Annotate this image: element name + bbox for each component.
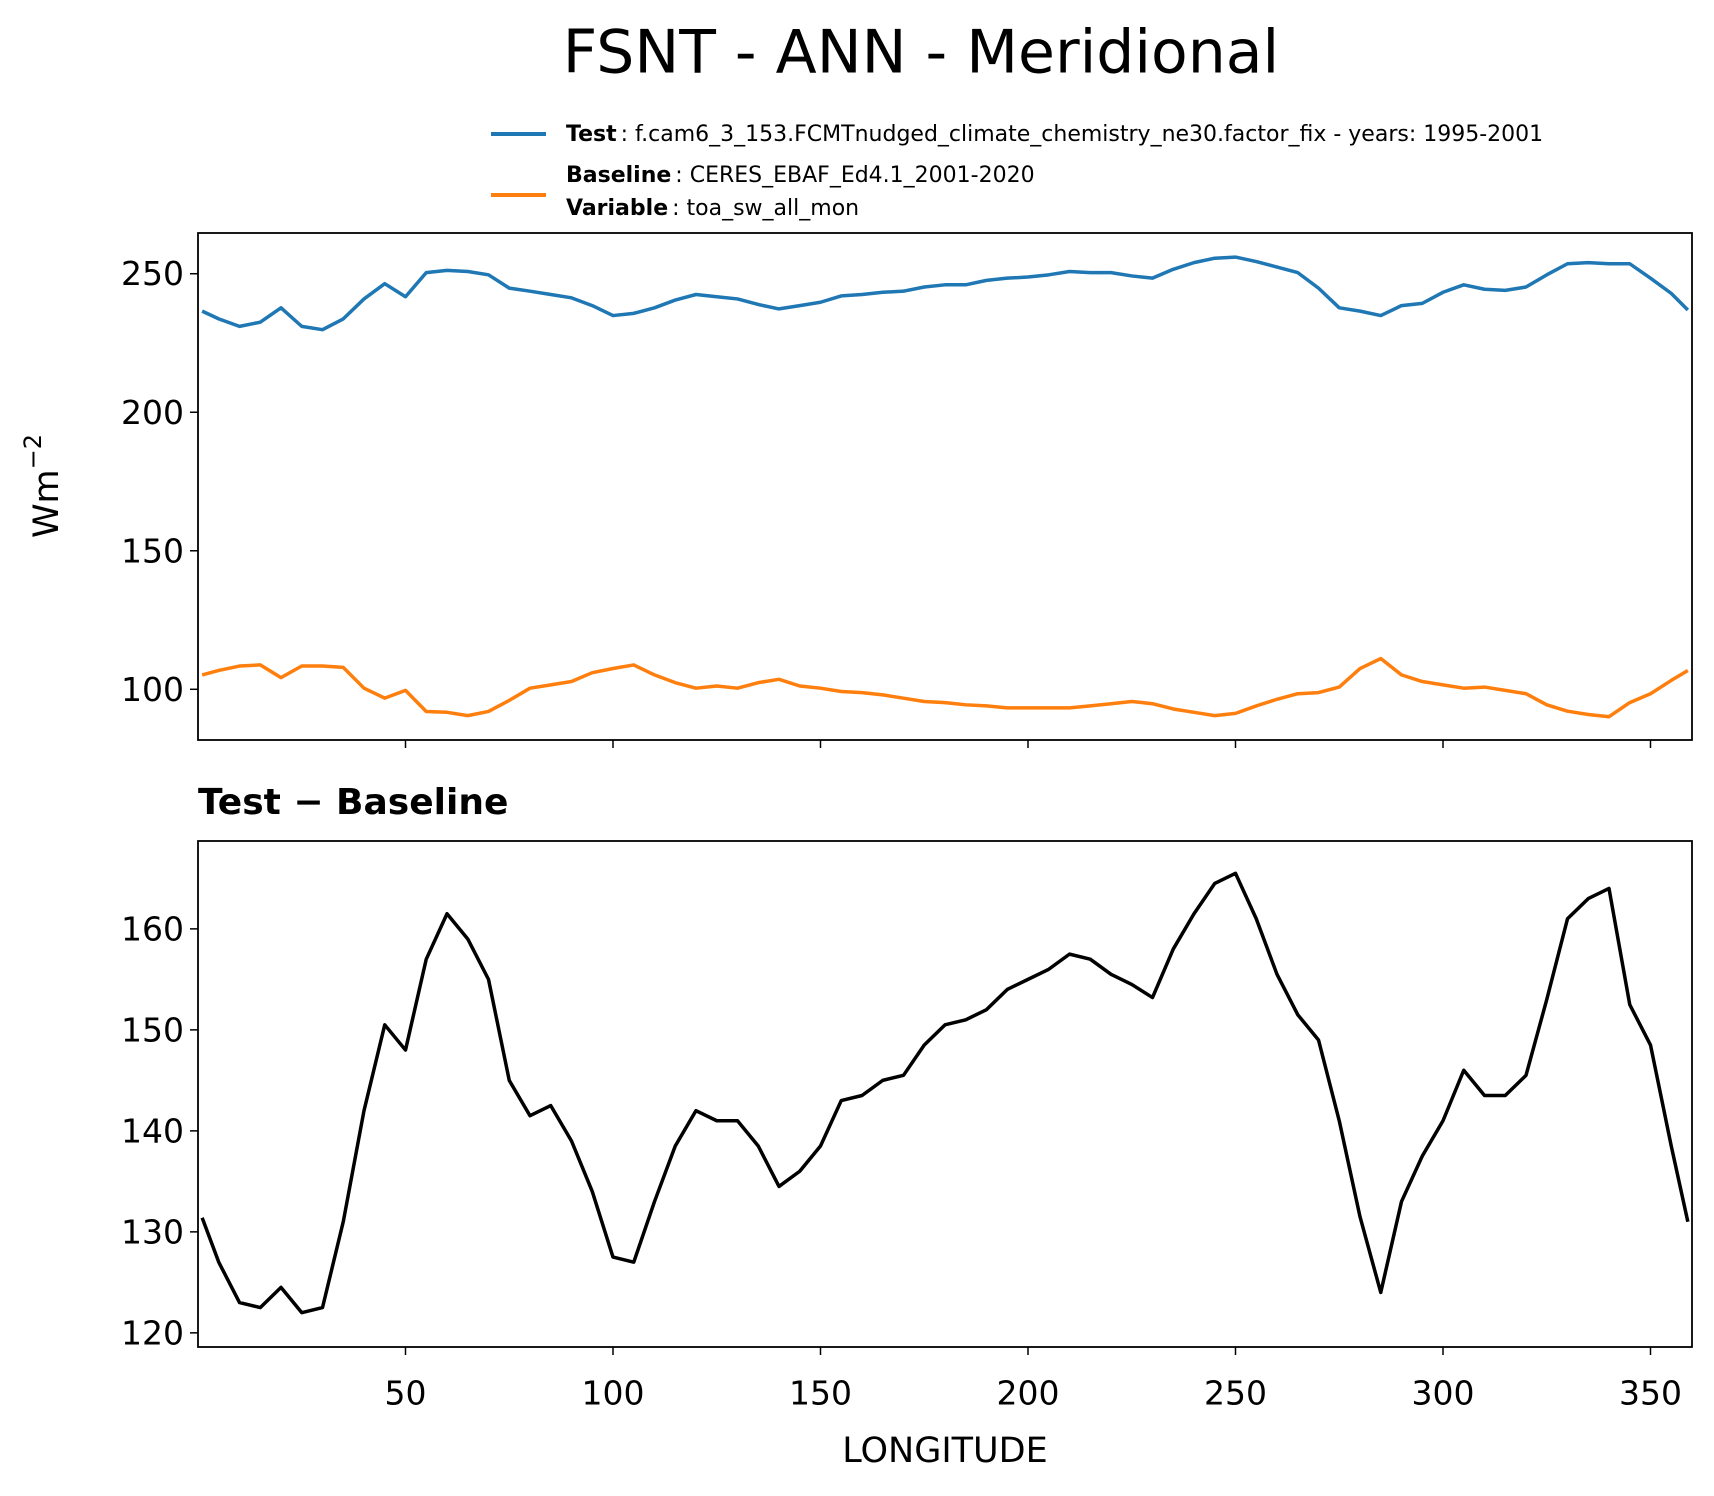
y-tick-label: 140 [121,1111,184,1150]
data-line [200,871,1690,1315]
x-tick-label: 300 [1412,1374,1475,1413]
y-axis-label-base: Wm [27,469,67,538]
y-tick-label: 120 [121,1313,184,1352]
y-tick-label: 250 [121,254,184,293]
y-tick-label: 130 [121,1212,184,1251]
legend-name: Variable [566,196,668,221]
legend-entry: Baseline: CERES_EBAF_Ed4.1_2001-2020 [566,163,1035,188]
legend-description: : CERES_EBAF_Ed4.1_2001-2020 [675,163,1034,188]
y-tick-label: 200 [121,393,184,432]
plot-frame [197,232,1693,741]
legend: Test: f.cam6_3_153.FCMTnudged_climate_ch… [491,122,1543,221]
y-tick-label: 150 [121,531,184,570]
legend-entry: Test: f.cam6_3_153.FCMTnudged_climate_ch… [566,122,1543,147]
legend-name: Baseline [566,163,671,188]
legend-description: : toa_sw_all_mon [672,196,859,221]
data-line [201,656,1689,719]
y-axis-label: Wm−2 [19,434,67,538]
x-axis-label: LONGITUDE [842,1431,1048,1471]
data-line [201,255,1690,332]
chart-title: FSNT - ANN - Meridional [563,18,1279,88]
y-tick-label: 150 [121,1010,184,1049]
x-tick-label: 100 [582,1374,645,1413]
x-tick-label: 200 [997,1374,1060,1413]
y-tick-label: 160 [121,909,184,948]
x-tick-label: 50 [385,1374,427,1413]
plot-frame [197,840,1693,1348]
subplot-title: Test − Baseline [198,782,508,823]
legend-name: Test [566,122,617,147]
x-tick-label: 250 [1204,1374,1267,1413]
y-tick-label: 100 [121,670,184,709]
y-axis-label-exponent: −2 [19,434,47,469]
x-tick-label: 150 [789,1374,852,1413]
legend-entry: Variable: toa_sw_all_mon [566,196,859,221]
legend-description: : f.cam6_3_153.FCMTnudged_climate_chemis… [621,122,1544,147]
x-tick-label: 350 [1619,1374,1682,1413]
